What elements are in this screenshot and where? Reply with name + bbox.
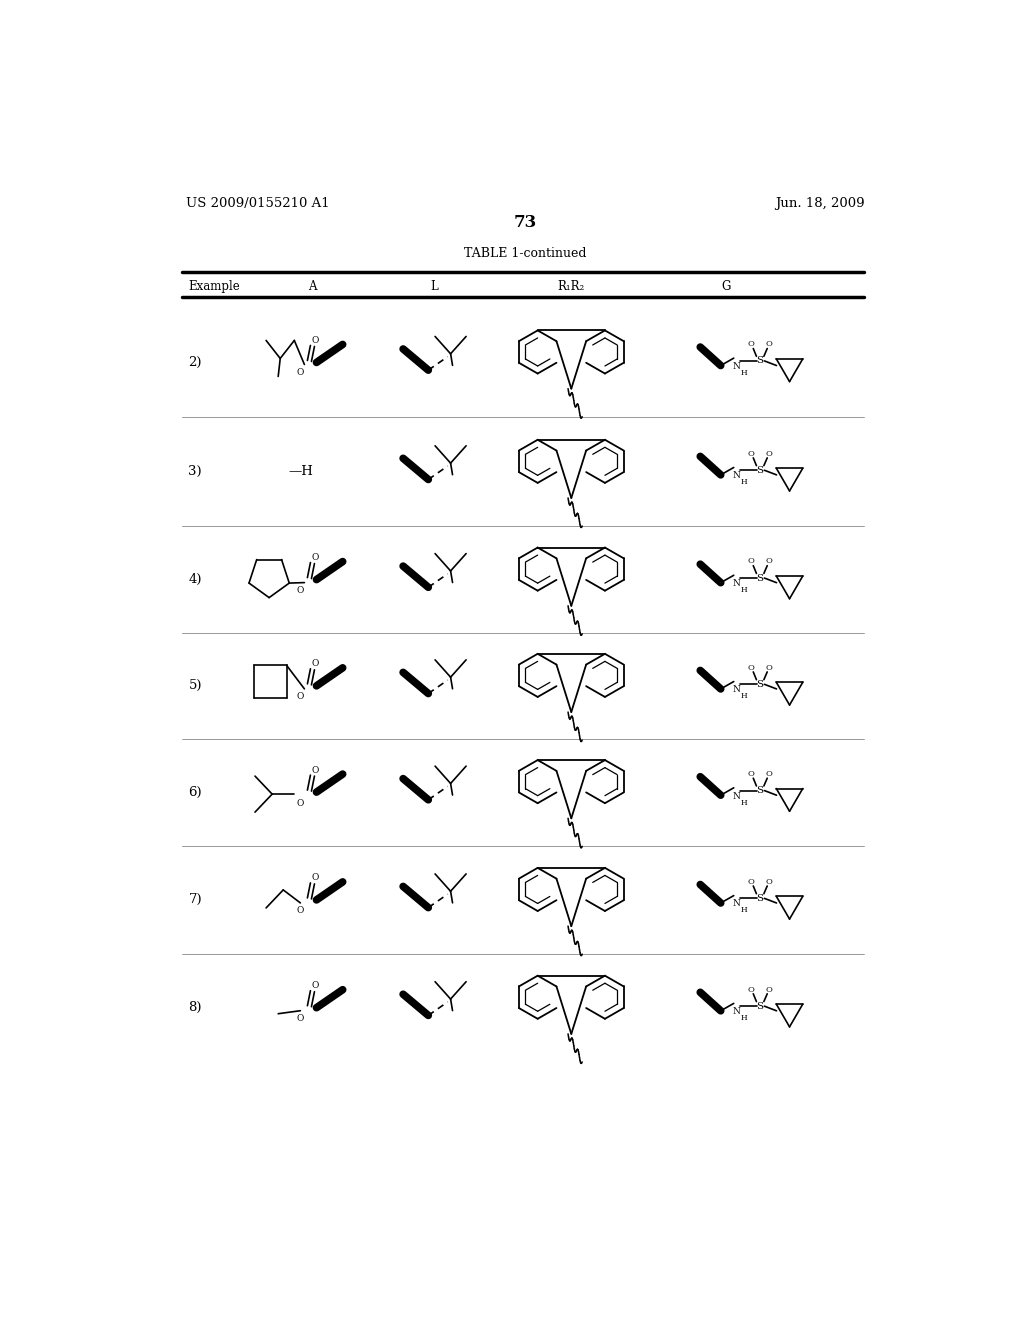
- Text: O: O: [311, 766, 319, 775]
- Text: TABLE 1-continued: TABLE 1-continued: [464, 247, 586, 260]
- Text: O: O: [766, 986, 772, 994]
- Text: G: G: [722, 280, 731, 293]
- Text: 7): 7): [188, 894, 202, 907]
- Text: S: S: [757, 574, 764, 582]
- Text: O: O: [748, 450, 755, 458]
- Text: O: O: [297, 368, 304, 378]
- Text: O: O: [311, 553, 319, 562]
- Text: O: O: [311, 659, 319, 668]
- Text: O: O: [748, 986, 755, 994]
- Text: S: S: [757, 1002, 764, 1011]
- Text: O: O: [311, 981, 319, 990]
- Text: O: O: [297, 586, 304, 595]
- Text: N: N: [732, 471, 740, 480]
- Text: 8): 8): [188, 1001, 202, 1014]
- Text: O: O: [297, 907, 304, 916]
- Text: 5): 5): [188, 680, 202, 693]
- Text: H: H: [740, 907, 748, 915]
- Text: US 2009/0155210 A1: US 2009/0155210 A1: [186, 197, 330, 210]
- Text: 6): 6): [188, 785, 202, 799]
- Text: N: N: [732, 579, 740, 589]
- Text: Jun. 18, 2009: Jun. 18, 2009: [774, 197, 864, 210]
- Text: O: O: [748, 341, 755, 348]
- Text: O: O: [297, 693, 304, 701]
- Text: S: S: [757, 894, 764, 903]
- Text: O: O: [766, 770, 772, 777]
- Text: S: S: [757, 466, 764, 475]
- Text: H: H: [740, 692, 748, 701]
- Text: 3): 3): [188, 465, 202, 478]
- Text: —H: —H: [289, 465, 313, 478]
- Text: N: N: [732, 1007, 740, 1016]
- Text: S: S: [757, 787, 764, 795]
- Text: H: H: [740, 478, 748, 486]
- Text: H: H: [740, 586, 748, 594]
- Text: O: O: [766, 450, 772, 458]
- Text: 2): 2): [188, 356, 202, 370]
- Text: O: O: [748, 664, 755, 672]
- Text: N: N: [732, 362, 740, 371]
- Text: O: O: [766, 341, 772, 348]
- Text: O: O: [297, 799, 304, 808]
- Text: H: H: [740, 1014, 748, 1022]
- Text: O: O: [297, 1014, 304, 1023]
- Text: O: O: [311, 335, 319, 345]
- Text: O: O: [766, 664, 772, 672]
- Text: O: O: [748, 557, 755, 565]
- Text: A: A: [308, 280, 316, 293]
- Text: H: H: [740, 799, 748, 807]
- Text: N: N: [732, 792, 740, 801]
- Text: H: H: [740, 368, 748, 378]
- Text: Example: Example: [188, 280, 241, 293]
- Text: O: O: [748, 878, 755, 886]
- Text: O: O: [748, 770, 755, 777]
- Text: O: O: [766, 878, 772, 886]
- Text: O: O: [311, 874, 319, 882]
- Text: S: S: [757, 680, 764, 689]
- Text: R₁R₂: R₁R₂: [558, 280, 585, 293]
- Text: N: N: [732, 899, 740, 908]
- Text: S: S: [757, 356, 764, 366]
- Text: O: O: [766, 557, 772, 565]
- Text: 73: 73: [513, 214, 537, 231]
- Text: L: L: [430, 280, 438, 293]
- Text: 4): 4): [188, 573, 202, 586]
- Text: N: N: [732, 685, 740, 694]
